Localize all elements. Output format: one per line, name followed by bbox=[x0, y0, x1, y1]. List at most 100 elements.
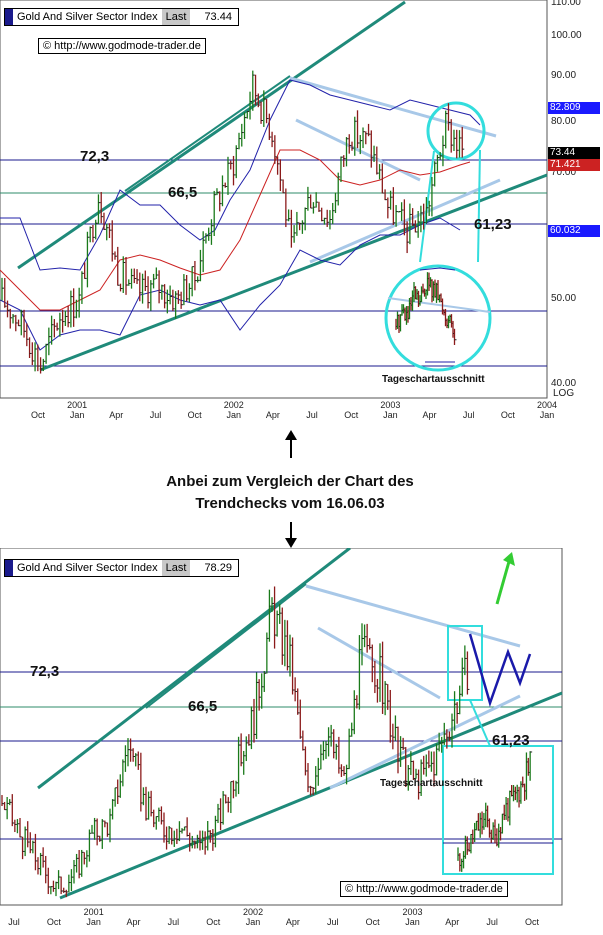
bottom-x-label-year bbox=[514, 907, 550, 917]
bottom-x-label-month: Jul bbox=[8, 917, 20, 927]
bottom-x-label-month: Jan bbox=[405, 917, 420, 927]
bottom-x-label-year: 2001 bbox=[83, 907, 104, 917]
y-tick-110: 110.00 bbox=[551, 0, 581, 8]
top-x-label-year bbox=[294, 400, 330, 410]
bottom-x-label-month: Oct bbox=[46, 917, 61, 927]
b-series-name: Gold And Silver Sector Index bbox=[17, 562, 158, 574]
top-x-label-year: 2004 bbox=[536, 400, 558, 410]
level-61-label: 61,23 bbox=[474, 216, 512, 233]
bottom-x-label-month: Jan bbox=[86, 917, 101, 927]
top-price-bars bbox=[1, 70, 465, 374]
b-series-color-swatch bbox=[5, 560, 13, 576]
bottom-x-label: Oct bbox=[355, 907, 391, 927]
bottom-x-label-year bbox=[434, 907, 470, 917]
bottom-x-label-year bbox=[155, 907, 191, 917]
level-72-label: 72,3 bbox=[80, 148, 110, 165]
top-x-label: Apr bbox=[412, 400, 448, 420]
price-tag-lower-band: 60.032 bbox=[548, 225, 600, 237]
mid-channel-trendline bbox=[124, 75, 291, 192]
top-x-label-year: 2002 bbox=[223, 400, 244, 410]
bottom-x-label-month: Jul bbox=[327, 917, 339, 927]
top-x-label-month: Oct bbox=[500, 410, 515, 420]
top-x-label-year bbox=[490, 400, 526, 410]
b-level-66-label: 66,5 bbox=[188, 698, 218, 715]
top-highlight-circle bbox=[426, 101, 486, 161]
bottom-x-label: Jul bbox=[155, 907, 191, 927]
top-x-label-month: Jan bbox=[539, 410, 555, 420]
bottom-x-label-year bbox=[195, 907, 231, 917]
top-x-label-year bbox=[451, 400, 487, 410]
bottom-copyright[interactable]: © http://www.godmode-trader.de bbox=[340, 881, 508, 897]
top-x-label: Oct bbox=[177, 400, 213, 420]
bottom-x-label-year bbox=[315, 907, 351, 917]
last-label: Last bbox=[161, 9, 191, 25]
level-66-label: 66,5 bbox=[168, 184, 198, 201]
bottom-x-label: Oct bbox=[514, 907, 550, 927]
bottom-chart-panel: Gold And Silver Sector Index Last 78.29 … bbox=[0, 548, 603, 935]
bottom-x-label-year bbox=[355, 907, 391, 917]
top-x-label: Apr bbox=[255, 400, 291, 420]
bottom-x-label-month: Jul bbox=[486, 917, 498, 927]
top-x-label-month: Jul bbox=[149, 410, 162, 420]
bottom-x-label-year: 2003 bbox=[402, 907, 423, 917]
bottom-x-label-month: Apr bbox=[445, 917, 460, 927]
y-tick-100: 100.00 bbox=[551, 30, 582, 41]
top-x-label: Oct bbox=[20, 400, 56, 420]
top-x-label-year bbox=[137, 400, 173, 410]
top-x-label: Oct bbox=[490, 400, 526, 420]
bottom-x-label: Apr bbox=[116, 907, 152, 927]
bottom-x-label: Oct bbox=[195, 907, 231, 927]
bottom-x-label-year bbox=[116, 907, 152, 917]
top-x-label: 2004 Jan bbox=[529, 400, 565, 420]
bottom-x-label-year: 2002 bbox=[243, 907, 264, 917]
triangle-upper-line bbox=[289, 76, 497, 138]
log-scale-label: LOG bbox=[553, 388, 575, 399]
inset-trendline bbox=[387, 297, 491, 313]
y-tick-50: 50.00 bbox=[551, 293, 577, 304]
top-x-label: Oct bbox=[333, 400, 369, 420]
bottom-x-label-month: Jul bbox=[167, 917, 180, 927]
bottom-plot-frame bbox=[0, 548, 563, 906]
top-x-label: Jul bbox=[294, 400, 330, 420]
bottom-inset-price-bars bbox=[457, 751, 533, 872]
top-x-label: Apr bbox=[98, 400, 134, 420]
top-x-label-month: Jul bbox=[462, 410, 475, 420]
top-x-label-month: Oct bbox=[187, 410, 202, 420]
b-last-label: Last bbox=[161, 560, 191, 576]
b-last-value: 78.29 bbox=[204, 562, 232, 574]
price-tag-last: 73.44 bbox=[548, 147, 600, 159]
bottom-x-label-year bbox=[275, 907, 311, 917]
top-x-label-year: 2001 bbox=[67, 400, 88, 410]
top-x-label: 2001 Jan bbox=[59, 400, 95, 420]
bottom-x-label-month: Apr bbox=[285, 917, 300, 927]
bottom-x-label-year bbox=[0, 907, 32, 917]
top-x-label-month: Apr bbox=[422, 410, 437, 420]
bottom-x-label: Apr bbox=[434, 907, 470, 927]
top-x-label-month: Apr bbox=[265, 410, 280, 420]
comparison-line-1: Anbei zum Vergleich der Chart des bbox=[166, 473, 414, 490]
y-tick-40: 40.00 bbox=[551, 378, 577, 389]
b-inset-connector bbox=[469, 699, 491, 747]
inset-connector-right bbox=[477, 149, 481, 263]
top-x-label-year bbox=[412, 400, 448, 410]
bottom-x-label-month: Jan bbox=[245, 917, 261, 927]
projected-zigzag bbox=[468, 633, 532, 708]
top-x-label-year bbox=[255, 400, 291, 410]
price-tag-upper-band: 82.809 bbox=[548, 102, 600, 114]
top-chart-canvas bbox=[0, 0, 548, 399]
inset-price-bars bbox=[395, 272, 457, 345]
bottom-x-label-month: Oct bbox=[365, 917, 380, 927]
top-copyright[interactable]: © http://www.godmode-trader.de bbox=[38, 38, 206, 54]
series-name: Gold And Silver Sector Index bbox=[17, 11, 158, 23]
top-x-label-month: Oct bbox=[30, 410, 45, 420]
bottom-x-label: 2002 Jan bbox=[235, 907, 271, 927]
b-inset-label: Tageschartausschnitt bbox=[380, 778, 483, 789]
arrow-canvas bbox=[285, 430, 297, 548]
top-x-label-month: Oct bbox=[344, 410, 359, 420]
upper-bollinger-band bbox=[0, 79, 481, 271]
top-x-label-year bbox=[20, 400, 56, 410]
bottom-x-label-year bbox=[474, 907, 510, 917]
comparison-line-2: Trendchecks vom 16.06.03 bbox=[195, 495, 385, 512]
lower-bollinger-band bbox=[0, 217, 461, 351]
top-plot-frame bbox=[0, 0, 548, 399]
